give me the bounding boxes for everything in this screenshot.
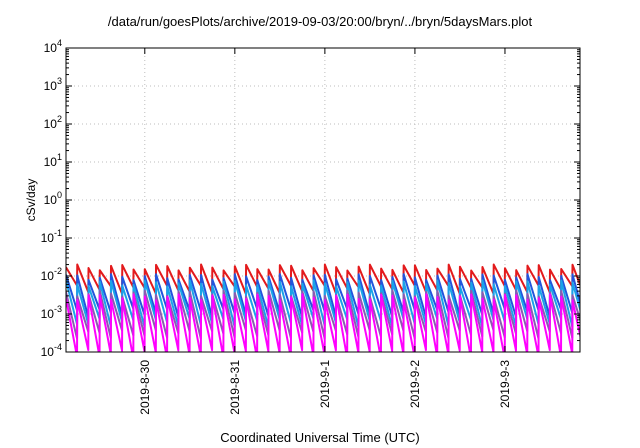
y-axis-label: cSv/day	[24, 179, 38, 222]
x-tick-label: 2019-9-1	[318, 360, 332, 408]
y-tick-label: 10-4	[41, 342, 62, 359]
chart-title: /data/run/goesPlots/archive/2019-09-03/2…	[107, 14, 533, 29]
y-tick-label: 102	[44, 114, 62, 131]
y-tick-label: 101	[44, 152, 62, 169]
y-tick-label: 103	[44, 76, 62, 93]
y-tick-label: 10-2	[41, 266, 62, 283]
y-tick-label: 100	[44, 190, 62, 207]
y-tick-label: 10-3	[41, 304, 62, 321]
data-series	[66, 263, 580, 352]
x-tick-label: 2019-8-30	[138, 360, 152, 415]
x-tick-label: 2019-9-2	[408, 360, 422, 408]
x-tick-label: 2019-9-3	[498, 360, 512, 408]
x-axis-label: Coordinated Universal Time (UTC)	[220, 430, 420, 445]
y-axis-ticks: 104 103 102 101 100 10-1 10-2 10-3 10-4	[41, 38, 580, 359]
y-tick-label: 104	[44, 38, 62, 55]
x-axis-ticks: 2019-8-30 2019-8-31 2019-9-1 2019-9-2 2019-9…	[138, 48, 512, 415]
y-tick-label: 10-1	[41, 228, 62, 245]
x-tick-label: 2019-8-31	[228, 360, 242, 415]
series-line	[66, 293, 580, 352]
